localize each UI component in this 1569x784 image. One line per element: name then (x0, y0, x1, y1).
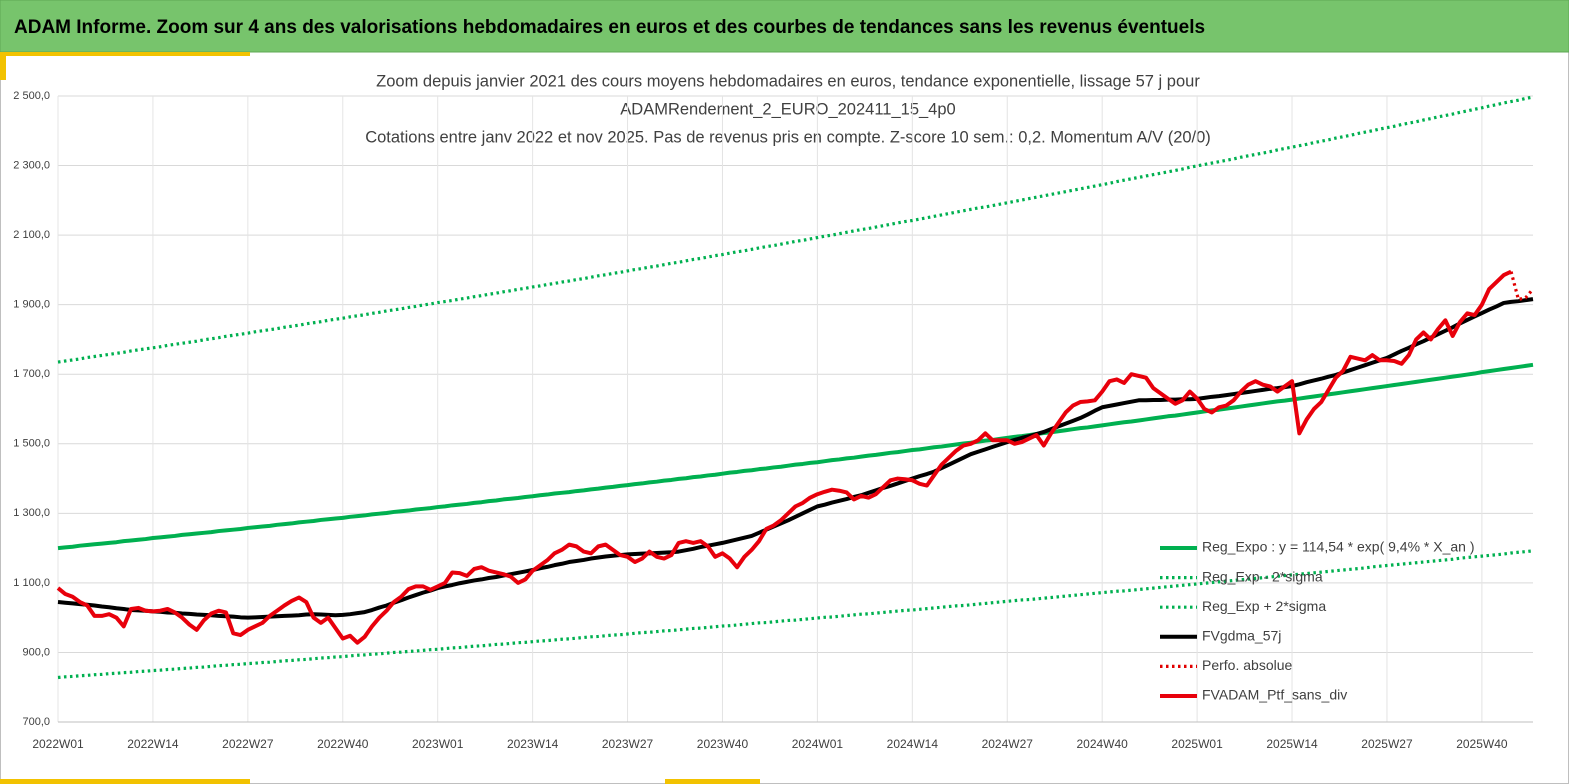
y-tick-label: 1 100,0 (13, 577, 50, 589)
x-tick-label: 2023W01 (412, 737, 464, 751)
y-tick-label: 2 100,0 (13, 229, 50, 241)
legend-label: FVgdma_57j (1202, 628, 1281, 644)
y-tick-label: 1 500,0 (13, 438, 50, 450)
series-line (57, 549, 1534, 680)
accent-bottom (665, 779, 760, 784)
y-tick-label: 900,0 (22, 646, 50, 658)
accent-bottom (0, 779, 250, 784)
x-tick-label: 2023W27 (602, 737, 654, 751)
x-tick-label: 2022W01 (32, 737, 84, 751)
y-tick-label: 2 300,0 (13, 159, 50, 171)
x-tick-label: 2024W14 (887, 737, 939, 751)
x-tick-label: 2022W40 (317, 737, 369, 751)
header-title: ADAM Informe. Zoom sur 4 ans des valoris… (14, 17, 1205, 38)
legend-label: Reg_Exp + 2*sigma (1202, 598, 1326, 614)
series-line (56, 269, 1512, 645)
legend-label: Reg_Expo : y = 114,54 * exp( 9,4% * X_an… (1202, 539, 1475, 555)
accent-top (0, 52, 250, 56)
legend-label: Perfo. absolue (1202, 657, 1292, 673)
x-tick-label: 2023W40 (697, 737, 749, 751)
y-tick-label: 2 500,0 (13, 90, 50, 102)
header-bar (0, 0, 1569, 53)
series-line (1509, 271, 1535, 302)
x-tick-label: 2025W01 (1171, 737, 1223, 751)
x-tick-label: 2022W14 (127, 737, 179, 751)
y-tick-label: 1 300,0 (13, 507, 50, 519)
x-tick-label: 2024W40 (1076, 737, 1128, 751)
x-tick-label: 2024W01 (792, 737, 844, 751)
y-tick-label: 1 700,0 (13, 368, 50, 380)
x-tick-label: 2024W27 (982, 737, 1034, 751)
x-tick-label: 2023W14 (507, 737, 559, 751)
legend-label: Reg_Exp - 2*sigma (1202, 568, 1323, 584)
chart-title: Cotations entre janv 2022 et nov 2025. P… (365, 128, 1211, 146)
legend-label: FVADAM_Ptf_sans_div (1202, 687, 1347, 703)
x-tick-label: 2025W14 (1266, 737, 1318, 751)
y-tick-label: 1 900,0 (13, 299, 50, 311)
x-tick-label: 2025W40 (1456, 737, 1508, 751)
x-tick-label: 2022W27 (222, 737, 274, 751)
x-tick-label: 2025W27 (1361, 737, 1413, 751)
series-line (57, 95, 1534, 364)
y-tick-label: 700,0 (22, 716, 50, 728)
chart-title: ADAMRendement_2_EURO_202411_15_4p0 (620, 100, 955, 118)
chart-title: Zoom depuis janvier 2021 des cours moyen… (376, 72, 1200, 90)
accent-left (0, 52, 6, 80)
series-line (57, 362, 1534, 551)
